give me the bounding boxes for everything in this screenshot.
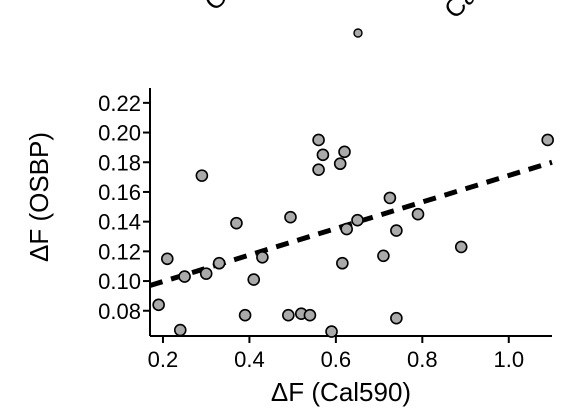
clipped-label-fragment-left: OS: [198, 0, 246, 16]
data-point: [454, 240, 468, 254]
clipped-data-point: [353, 28, 363, 38]
data-point: [256, 250, 269, 264]
y-tick-label: 0.22: [98, 91, 141, 116]
data-point: [351, 213, 364, 227]
chart-axes: 0.080.100.120.140.160.180.200.22 0.2 0.4 0…: [98, 88, 552, 372]
data-point: [411, 207, 425, 221]
data-points: [152, 133, 554, 338]
y-axis-title: ΔF (OSBP): [24, 132, 54, 262]
y-ticks: 0.08 0.10 0.12 0.14 0.16 0.18 0.20 0.22: [98, 91, 150, 324]
y-tick-label: 0.08: [98, 299, 141, 324]
x-axis-title: ΔF (Cal590): [271, 377, 411, 407]
data-point: [338, 145, 351, 159]
data-point: [390, 224, 403, 237]
data-point: [173, 323, 187, 337]
data-point: [390, 311, 403, 325]
data-point: [383, 191, 397, 205]
x-tick-label: 0.8: [407, 347, 438, 372]
data-point: [340, 222, 353, 236]
data-point: [247, 273, 261, 286]
data-point: [199, 267, 213, 280]
data-point: [336, 256, 349, 270]
data-point: [152, 298, 165, 312]
data-point: [178, 270, 191, 283]
data-point: [377, 249, 390, 263]
data-point: [238, 308, 252, 322]
data-point: [312, 163, 325, 176]
y-tick-label: 0.20: [98, 121, 141, 146]
data-point: [312, 133, 325, 147]
data-point: [316, 148, 330, 162]
data-point: [541, 133, 554, 147]
x-tick-label: 0.2: [148, 347, 179, 372]
clipped-label-fragment-right: Cal: [438, 0, 487, 24]
data-point: [282, 308, 295, 322]
data-point: [284, 210, 297, 224]
x-tick-label: 0.4: [234, 347, 265, 372]
data-point: [160, 252, 174, 266]
data-point: [230, 216, 243, 230]
y-tick-label: 0.10: [98, 269, 141, 294]
x-ticks: 0.2 0.4 0.6 0.8 1.0: [148, 336, 524, 372]
data-point: [212, 256, 226, 270]
data-point: [333, 157, 347, 171]
y-tick-label: 0.16: [98, 180, 141, 205]
y-tick-label: 0.12: [98, 239, 141, 264]
data-point: [195, 169, 209, 182]
y-tick-label: 0.18: [98, 150, 141, 175]
x-tick-label: 0.6: [321, 347, 352, 372]
y-tick-label: 0.14: [98, 210, 141, 235]
data-point: [325, 325, 338, 338]
x-tick-label: 1.0: [493, 347, 524, 372]
trendline: [149, 159, 553, 288]
data-point: [303, 308, 317, 322]
